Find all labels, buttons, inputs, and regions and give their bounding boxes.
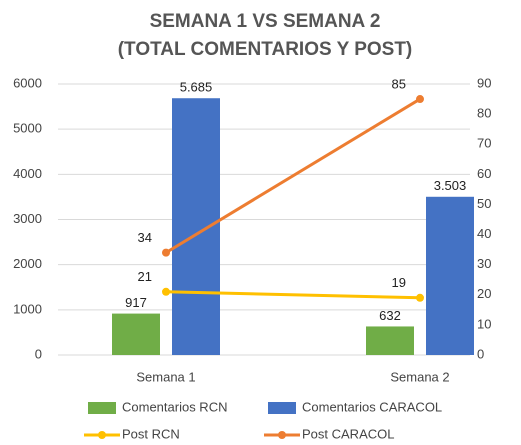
data-label: 85 (392, 76, 406, 91)
y2-tick-label: 30 (477, 256, 491, 271)
y-tick-label: 3000 (13, 211, 42, 226)
line (165, 290, 421, 300)
data-label: 19 (392, 275, 406, 290)
y-tick-label: 5000 (13, 121, 42, 136)
data-label: 632 (379, 308, 401, 323)
x-tick-label: Semana 1 (136, 369, 195, 384)
point (162, 248, 170, 257)
y2-tick-label: 60 (477, 166, 491, 181)
data-label: 3.503 (434, 178, 467, 193)
point (162, 287, 170, 296)
legend-label: Comentarios CARACOL (302, 399, 442, 414)
chart-title: SEMANA 1 VS SEMANA 2 (150, 11, 381, 32)
legend-swatch (98, 431, 106, 439)
y2-tick-label: 10 (477, 316, 491, 331)
y-tick-label: 0 (35, 346, 42, 361)
legend-swatch (88, 402, 116, 414)
data-label: 5.685 (180, 80, 213, 95)
data-label: 21 (138, 269, 152, 284)
legend-label: Comentarios RCN (122, 399, 227, 414)
legend-label: Post RCN (122, 426, 180, 441)
y-tick-label: 1000 (13, 301, 42, 316)
y2-tick-label: 20 (477, 286, 491, 301)
data-label: 917 (125, 295, 147, 310)
legend-swatch (278, 431, 286, 439)
y2-tick-label: 70 (477, 136, 491, 151)
y2-tick-label: 40 (477, 226, 491, 241)
point (416, 95, 424, 104)
y-tick-label: 6000 (13, 75, 42, 90)
bar (426, 196, 474, 355)
x-tick-label: Semana 2 (390, 369, 449, 384)
line (165, 97, 421, 254)
bar (112, 313, 160, 355)
y2-tick-label: 50 (477, 196, 491, 211)
y2-tick-label: 90 (477, 75, 491, 90)
bar (366, 326, 414, 355)
data-label: 34 (138, 230, 152, 245)
y-tick-label: 4000 (13, 166, 42, 181)
y2-tick-label: 0 (477, 346, 484, 361)
legend-swatch (268, 402, 296, 414)
point (416, 293, 424, 302)
legend-label: Post CARACOL (302, 426, 394, 441)
bar (172, 98, 220, 355)
chart-title: (TOTAL COMENTARIOS Y POST) (118, 39, 413, 60)
y-tick-label: 2000 (13, 256, 42, 271)
y2-tick-label: 80 (477, 106, 491, 121)
